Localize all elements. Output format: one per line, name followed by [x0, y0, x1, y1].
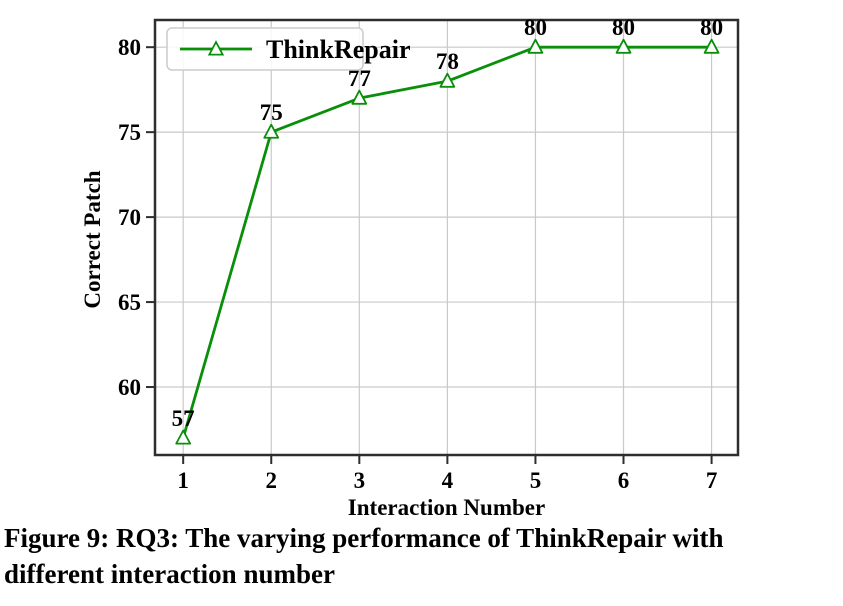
data-point-marker: [439, 72, 456, 88]
legend-label: ThinkRepair: [266, 35, 411, 64]
data-point-marker: [527, 38, 544, 54]
x-tick-label: 7: [706, 468, 718, 493]
y-tick-label: 70: [118, 205, 141, 230]
x-tick-label: 2: [265, 468, 277, 493]
x-tick-label: 6: [618, 468, 630, 493]
y-axis-label: Correct Patch: [80, 170, 105, 308]
point-value-label: 75: [260, 100, 283, 125]
point-value-label: 77: [348, 66, 371, 91]
legend: ThinkRepair: [166, 27, 411, 71]
data-point-marker: [175, 429, 192, 445]
point-value-label: 80: [700, 15, 723, 40]
chart-svg: 60 65 70 75 80 1 2 3 4 5 6 7 Interaction Number Corre…: [80, 15, 740, 520]
point-value-label: 80: [612, 15, 635, 40]
x-tick-label: 5: [530, 468, 542, 493]
series-markers: [175, 38, 720, 445]
point-labels: 57 75 77 78 80 80 80: [172, 15, 723, 431]
data-point-marker: [351, 89, 368, 105]
legend-marker-sample: [207, 40, 225, 56]
point-value-label: 78: [436, 49, 459, 74]
tick-labels: 60 65 70 75 80 1 2 3 4 5 6 7: [118, 35, 717, 493]
point-value-label: 80: [524, 15, 547, 40]
y-tick-label: 65: [118, 290, 141, 315]
legend-box: [166, 27, 364, 71]
y-tick-label: 60: [118, 375, 141, 400]
data-point-marker: [703, 38, 720, 54]
x-axis-label: Interaction Number: [348, 495, 545, 518]
y-tick-label: 80: [118, 35, 141, 60]
line-chart: 60 65 70 75 80 1 2 3 4 5 6 7 Interaction Number Corre…: [80, 15, 740, 520]
point-value-label: 57: [172, 406, 195, 431]
data-point-marker: [615, 38, 632, 54]
y-tick-label: 75: [118, 120, 141, 145]
plot-frame: [153, 18, 740, 457]
x-tick-label: 4: [442, 468, 454, 493]
x-tick-label: 3: [354, 468, 366, 493]
figure-caption: Figure 9: RQ3: The varying performance o…: [4, 520, 840, 592]
x-tick-label: 1: [177, 468, 189, 493]
data-point-marker: [263, 123, 280, 139]
axis-ticks: [146, 46, 713, 464]
caption-line-1: Figure 9: RQ3: The varying performance o…: [4, 523, 724, 553]
caption-line-2: different interaction number: [4, 559, 335, 589]
